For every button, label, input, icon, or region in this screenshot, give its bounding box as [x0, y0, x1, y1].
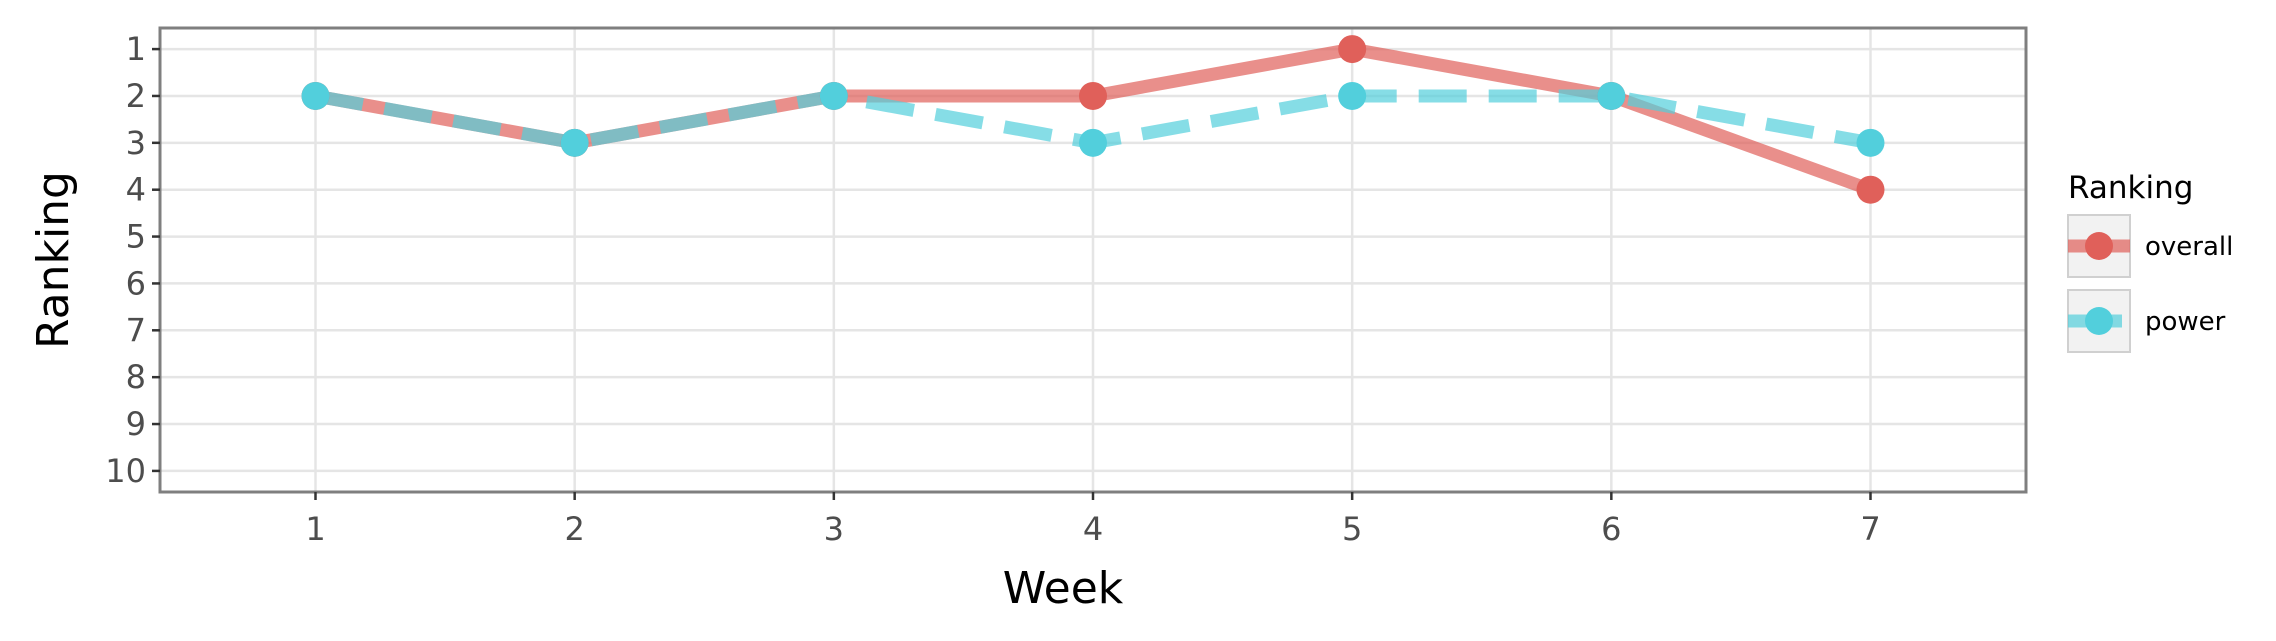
legend-label: overall: [2145, 232, 2233, 262]
y-tick-label: 1: [126, 30, 146, 68]
x-axis-title: Week: [1003, 563, 1124, 614]
data-point-overall: [1856, 175, 1885, 204]
x-tick-label: 7: [1860, 510, 1880, 548]
y-tick-label: 2: [126, 77, 146, 115]
legend-item-overall: overall: [2067, 214, 2233, 278]
y-axis-title: Ranking: [28, 171, 79, 349]
data-point-power: [1856, 128, 1885, 157]
series-points: [301, 35, 1885, 204]
x-tick-label: 1: [305, 510, 325, 548]
data-point-power: [1079, 128, 1107, 157]
y-tick-label: 3: [126, 124, 146, 162]
data-point-overall: [1079, 81, 1107, 110]
legend-key-marker: [2085, 307, 2113, 335]
y-axis: 1 2 3 4 5 6 7 8 9 10: [105, 30, 160, 490]
data-point-power: [301, 81, 330, 110]
legend-title: Ranking: [2068, 170, 2193, 206]
y-tick-label: 10: [105, 452, 146, 490]
x-tick-label: 4: [1083, 510, 1103, 548]
y-tick-label: 9: [126, 405, 146, 443]
x-axis: 1 2 3 4 5 6 7: [305, 492, 1881, 548]
data-point-power: [1338, 81, 1367, 110]
y-tick-label: 6: [126, 264, 146, 302]
legend-key-marker: [2085, 232, 2113, 260]
data-point-power: [1597, 81, 1626, 110]
data-point-overall: [1338, 35, 1367, 64]
y-tick-label: 8: [126, 358, 146, 396]
x-tick-label: 3: [824, 510, 844, 548]
x-tick-label: 2: [564, 510, 584, 548]
data-point-power: [560, 128, 589, 157]
data-point-power: [819, 81, 848, 110]
legend: Ranking overall power: [2067, 170, 2233, 353]
y-tick-label: 5: [126, 218, 146, 256]
y-tick-label: 4: [126, 171, 146, 209]
y-tick-label: 7: [126, 311, 146, 349]
x-tick-label: 5: [1342, 510, 1362, 548]
x-tick-label: 6: [1601, 510, 1621, 548]
legend-label: power: [2145, 307, 2226, 337]
legend-item-power: power: [2067, 289, 2226, 353]
